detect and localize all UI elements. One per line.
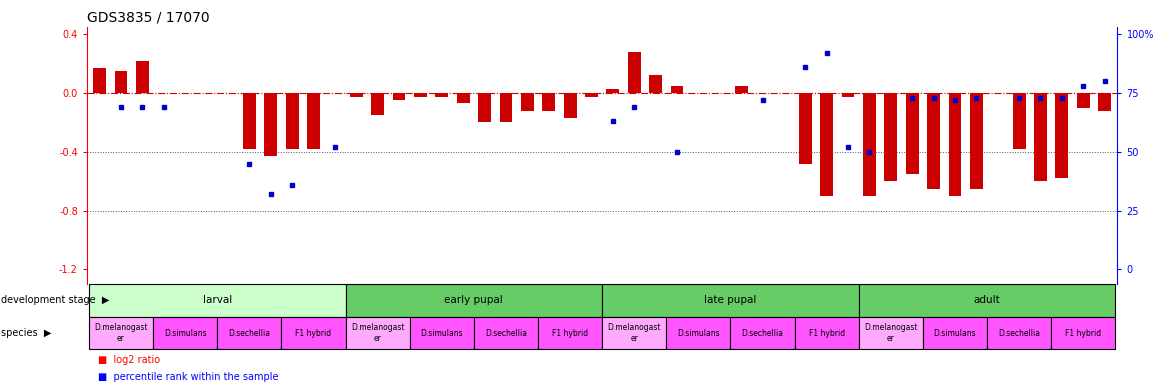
Bar	[478, 93, 491, 122]
Bar	[218, 317, 281, 349]
Text: GDS3835 / 17070: GDS3835 / 17070	[87, 10, 210, 24]
Text: ■  percentile rank within the sample: ■ percentile rank within the sample	[98, 372, 279, 382]
Bar	[281, 317, 345, 349]
Bar	[538, 317, 602, 349]
Text: D.sechellia: D.sechellia	[228, 329, 270, 338]
Bar	[670, 86, 683, 93]
Bar	[987, 317, 1051, 349]
Text: D.simulans: D.simulans	[677, 329, 719, 338]
Bar	[906, 93, 918, 174]
Text: D.sechellia: D.sechellia	[998, 329, 1040, 338]
Text: D.simulans: D.simulans	[164, 329, 206, 338]
Text: adult: adult	[974, 295, 1001, 306]
Text: ■  log2 ratio: ■ log2 ratio	[98, 355, 161, 365]
Bar	[799, 93, 812, 164]
Bar	[666, 317, 731, 349]
Bar	[1055, 93, 1069, 178]
Text: early pupal: early pupal	[445, 295, 504, 306]
Text: F1 hybrid: F1 hybrid	[295, 329, 331, 338]
Bar	[585, 93, 598, 98]
Bar	[435, 93, 448, 98]
Bar	[135, 61, 149, 93]
Bar	[243, 93, 256, 149]
Bar	[153, 317, 218, 349]
Text: D.sechellia: D.sechellia	[741, 329, 784, 338]
Text: development stage  ▶: development stage ▶	[1, 295, 110, 306]
Text: D.melanogast
er: D.melanogast er	[94, 323, 148, 343]
Bar	[1013, 93, 1026, 149]
Bar	[1034, 93, 1047, 181]
Bar	[650, 75, 662, 93]
Bar	[607, 89, 620, 93]
Text: F1 hybrid: F1 hybrid	[552, 329, 588, 338]
Bar	[474, 317, 538, 349]
Bar	[885, 93, 897, 181]
Text: species  ▶: species ▶	[1, 328, 52, 338]
Bar	[456, 93, 470, 103]
Bar	[372, 93, 384, 115]
Bar	[602, 317, 666, 349]
Bar	[734, 86, 748, 93]
Bar	[948, 93, 961, 196]
Bar	[115, 71, 127, 93]
Bar	[286, 93, 299, 149]
Bar	[794, 317, 859, 349]
Bar	[628, 52, 640, 93]
Text: F1 hybrid: F1 hybrid	[1065, 329, 1101, 338]
Bar	[410, 317, 474, 349]
Bar	[521, 93, 534, 111]
Text: D.simulans: D.simulans	[420, 329, 463, 338]
Bar	[264, 93, 277, 156]
Bar	[1098, 93, 1111, 111]
Bar	[393, 93, 405, 100]
Bar	[89, 284, 345, 317]
Text: D.simulans: D.simulans	[933, 329, 976, 338]
Bar	[345, 317, 410, 349]
Bar	[923, 317, 987, 349]
Text: D.sechellia: D.sechellia	[485, 329, 527, 338]
Text: late pupal: late pupal	[704, 295, 756, 306]
Bar	[564, 93, 577, 118]
Text: D.melanogast
er: D.melanogast er	[864, 323, 917, 343]
Bar	[345, 284, 602, 317]
Bar	[602, 284, 859, 317]
Bar	[842, 93, 855, 98]
Bar	[307, 93, 320, 149]
Bar	[350, 93, 362, 98]
Bar	[859, 317, 923, 349]
Text: F1 hybrid: F1 hybrid	[808, 329, 844, 338]
Bar	[1077, 93, 1090, 108]
Bar	[1051, 317, 1115, 349]
Bar	[542, 93, 555, 111]
Text: D.melanogast
er: D.melanogast er	[608, 323, 661, 343]
Bar	[820, 93, 833, 196]
Bar	[499, 93, 512, 122]
Text: D.melanogast
er: D.melanogast er	[351, 323, 404, 343]
Bar	[89, 317, 153, 349]
Bar	[863, 93, 875, 196]
Bar	[94, 68, 107, 93]
Bar	[859, 284, 1115, 317]
Bar	[415, 93, 427, 98]
Bar	[928, 93, 940, 189]
Bar	[970, 93, 983, 189]
Bar	[731, 317, 794, 349]
Text: larval: larval	[203, 295, 232, 306]
